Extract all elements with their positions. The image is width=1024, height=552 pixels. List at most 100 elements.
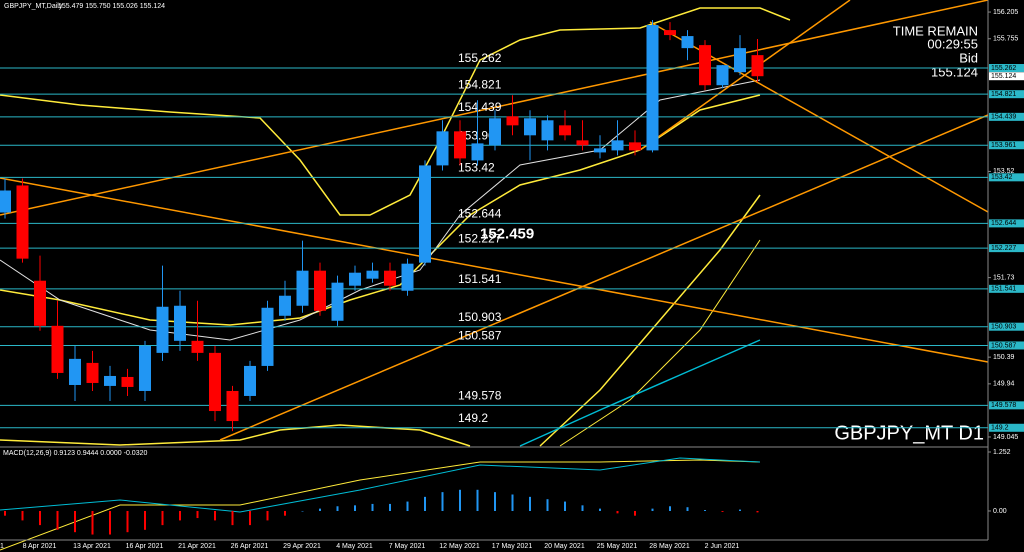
x-tick-label: 28 May 2021 bbox=[649, 543, 690, 550]
macd-bar bbox=[739, 509, 741, 511]
chart-title: GBPJPY_MT,Daily bbox=[4, 3, 63, 10]
macd-bar bbox=[21, 510, 24, 521]
level-box-label: 152.644 bbox=[991, 220, 1016, 227]
level-box bbox=[989, 141, 1024, 150]
level-label: 151.541 bbox=[458, 272, 502, 286]
candle-body bbox=[576, 140, 589, 146]
level-box-label: 153.961 bbox=[991, 142, 1016, 149]
candle-body bbox=[86, 362, 99, 383]
lower-band bbox=[0, 424, 471, 447]
candle-body bbox=[0, 190, 11, 213]
candle-body bbox=[331, 282, 344, 321]
macd-bar bbox=[669, 506, 671, 511]
macd-bar bbox=[109, 510, 111, 535]
candle-body bbox=[261, 307, 274, 366]
macd-bar bbox=[4, 510, 6, 516]
candle-body bbox=[734, 48, 746, 73]
macd-bar bbox=[161, 510, 164, 526]
candle-body bbox=[104, 375, 116, 386]
candle-body bbox=[664, 30, 676, 36]
macd-tick-label: 0.00 bbox=[993, 508, 1007, 515]
x-tick-label: 12 May 2021 bbox=[439, 543, 480, 550]
level-box-label: 149.578 bbox=[991, 402, 1016, 409]
level-box-label: 152.227 bbox=[991, 245, 1016, 252]
candle-body bbox=[559, 125, 571, 136]
level-label: 149.2 bbox=[458, 411, 488, 425]
macd-tick-label: 1.252 bbox=[993, 449, 1011, 456]
candle-body bbox=[524, 118, 536, 136]
level-box-label: 154.439 bbox=[991, 114, 1016, 121]
macd-bar bbox=[371, 503, 374, 511]
bid-label: Bid bbox=[959, 50, 978, 65]
level-box bbox=[989, 219, 1024, 228]
macd-bar bbox=[231, 510, 234, 526]
level-label: 150.903 bbox=[458, 310, 502, 324]
candle-body bbox=[611, 140, 624, 151]
macd-bar bbox=[634, 510, 636, 516]
candle-body bbox=[629, 142, 641, 151]
macd-bar bbox=[441, 492, 444, 511]
x-tick-label: 20 May 2021 bbox=[544, 543, 585, 550]
candle-body bbox=[699, 45, 711, 86]
macd-signal bbox=[0, 459, 761, 551]
candle-body bbox=[69, 358, 81, 385]
level-box-label: 150.587 bbox=[991, 342, 1016, 349]
level-label: 154.439 bbox=[458, 100, 502, 114]
level-box-label: 153.42 bbox=[991, 174, 1013, 181]
candle-body bbox=[489, 118, 501, 146]
candle-body bbox=[279, 295, 291, 316]
level-box bbox=[989, 173, 1024, 182]
candle-body bbox=[349, 272, 361, 286]
y-tick-label: 150.39 bbox=[993, 354, 1015, 361]
level-box bbox=[989, 401, 1024, 410]
lower-band-3 bbox=[559, 239, 761, 447]
candle-body bbox=[384, 270, 396, 286]
trend-line bbox=[0, 0, 989, 216]
y-tick-label: 153.52 bbox=[993, 168, 1015, 175]
macd-bar bbox=[424, 496, 426, 511]
level-box bbox=[989, 322, 1024, 331]
macd-main bbox=[0, 457, 761, 513]
level-box bbox=[989, 244, 1024, 253]
x-tick-label: 29 Apr 2021 bbox=[283, 543, 321, 550]
macd-bar bbox=[196, 510, 199, 519]
level-box bbox=[989, 341, 1024, 350]
x-tick-label: 8 Apr 2021 bbox=[23, 543, 57, 550]
level-label: 155.262 bbox=[458, 51, 502, 65]
macd-bar bbox=[511, 494, 514, 511]
x-tick-label: 4 May 2021 bbox=[336, 543, 373, 550]
macd-bar bbox=[214, 510, 216, 521]
macd-bar bbox=[144, 510, 146, 530]
macd-bar bbox=[546, 499, 549, 511]
level-box bbox=[989, 423, 1024, 432]
macd-bar bbox=[651, 508, 654, 511]
trend-line bbox=[219, 114, 989, 441]
candle-body bbox=[506, 116, 519, 126]
trend-line bbox=[639, 0, 851, 151]
x-tick-label: 6 Apr 2021 bbox=[0, 543, 4, 550]
candle-body bbox=[541, 120, 554, 141]
macd-bar bbox=[581, 505, 584, 511]
macd-bar bbox=[39, 510, 41, 526]
macd-bar bbox=[599, 508, 601, 511]
x-tick-label: 17 May 2021 bbox=[492, 543, 533, 550]
level-box bbox=[989, 284, 1024, 293]
x-tick-label: 13 Apr 2021 bbox=[73, 543, 111, 550]
macd-bar bbox=[336, 506, 339, 511]
macd-bar bbox=[179, 510, 181, 521]
macd-bar bbox=[616, 510, 619, 514]
x-tick-label: 26 Apr 2021 bbox=[231, 543, 269, 550]
candle-body bbox=[646, 25, 659, 151]
candle-body bbox=[419, 165, 431, 263]
ohlc-header: 155.479 155.750 155.026 155.124 bbox=[58, 3, 165, 10]
candle-body bbox=[401, 263, 414, 291]
trend-line bbox=[0, 177, 989, 363]
y-tick-label: 156.205 bbox=[993, 9, 1018, 16]
candle-body bbox=[209, 352, 221, 412]
candle-body bbox=[51, 325, 64, 373]
candle-body bbox=[16, 185, 29, 259]
bid-box bbox=[989, 72, 1024, 81]
macd-bar bbox=[389, 503, 391, 511]
